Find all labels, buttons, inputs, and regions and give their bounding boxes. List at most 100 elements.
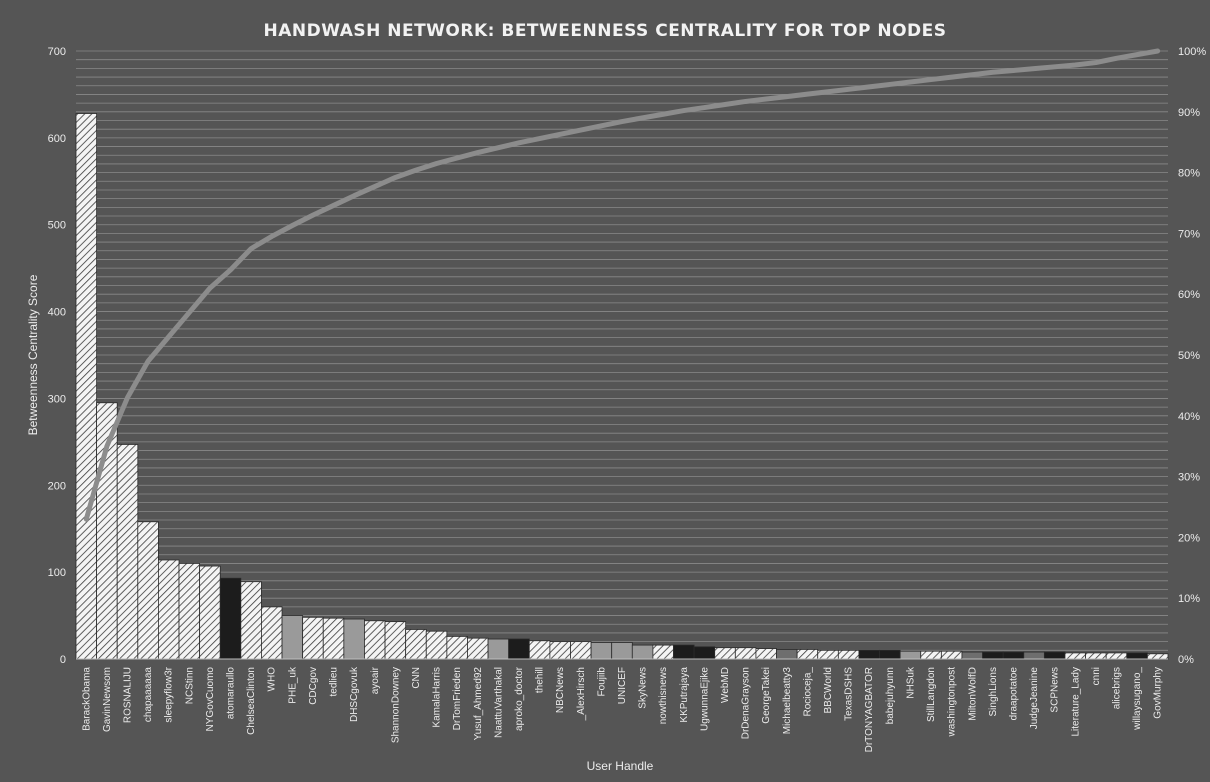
x-tick-label: Rocioceja_	[802, 667, 813, 717]
bar-Rocioceja_	[796, 649, 819, 660]
bar-CDCgov	[302, 616, 324, 660]
x-tick-label: NaattuVarthakal	[493, 667, 504, 738]
x-tick-label: DrTONYAGBATOR	[864, 667, 875, 752]
x-tick-label: WHO	[267, 667, 278, 692]
bar-Michaelbeatty3	[776, 649, 798, 660]
y2-tick-label: 10%	[1178, 593, 1200, 605]
x-tick-label: ROSNALIJU	[123, 667, 134, 723]
bar-thehill	[528, 640, 551, 660]
x-tick-labels: BarackObama GavinNewsom ROSNALIJU chapaaaaa…	[81, 666, 1163, 752]
bar-DHSCgovuk	[343, 618, 365, 660]
x-tick-label: nowthisnews	[658, 667, 669, 724]
y2-tick-label: 70%	[1178, 228, 1200, 240]
bar-BarackObama	[75, 113, 98, 660]
bar-Literature_Lady	[1064, 652, 1086, 660]
x-tick-label: willaysugano_	[1132, 667, 1143, 731]
y2-tick-label: 20%	[1178, 532, 1200, 544]
x-tick-label: UgwunnaEjike	[699, 667, 710, 731]
y2-tick-label: 90%	[1178, 107, 1200, 119]
x-tick-label: NCStinn	[184, 667, 195, 704]
bar-ROSNALIJU	[116, 444, 139, 660]
bar-tedlieu	[322, 617, 345, 660]
x-tick-label: ShannonDowney	[390, 667, 401, 743]
x-tick-label: ChelseaClinton	[246, 667, 257, 735]
x-tick-label: _AlexHirsch	[576, 667, 587, 721]
x-tick-label: washingtonpost	[947, 667, 958, 738]
bar-KamalaHarris	[425, 630, 448, 660]
bar-chapaaaaaa	[137, 521, 159, 660]
x-tick-label: alicebrigs	[1111, 667, 1122, 709]
x-tick-label: draapotatoe	[1008, 667, 1019, 721]
x-tick-label: DrDenaGrayson	[741, 667, 752, 739]
x-tick-label: CDCgov	[308, 667, 319, 705]
bar-WebMD	[714, 647, 736, 660]
bar-UNICEF	[611, 642, 633, 660]
x-tick-label: KamalaHarris	[432, 667, 443, 728]
x-tick-label: KKPutrajaya	[679, 667, 690, 723]
bar-GeorgeTakei	[755, 648, 777, 660]
bar-TexasDSHS	[837, 649, 860, 660]
bars	[75, 113, 1169, 660]
bar-ShannonDowney	[384, 621, 407, 660]
x-tick-label: BBCWorld	[823, 667, 834, 714]
bar-sleepyflow3r	[158, 559, 180, 660]
x-tick-label: SinghLions	[988, 667, 999, 716]
bar-alicebrigs	[1105, 652, 1128, 660]
bar-NYGovCuomo	[199, 565, 221, 660]
bar-Yusuf_Ahmed92	[467, 637, 489, 660]
bar-StillLangdon	[920, 650, 942, 660]
bar-DrTomFrieden	[446, 636, 468, 660]
y-tick-label: 0	[60, 654, 66, 666]
y2-tick-label: 50%	[1178, 350, 1200, 362]
x-axis-label: User Handle	[587, 759, 654, 773]
x-tick-label: SCPNews	[1050, 667, 1061, 713]
bar-NHSuk	[899, 650, 922, 660]
x-tick-label: PHE_uk	[287, 666, 298, 704]
x-tick-label: atomaraullo	[226, 667, 237, 720]
y2-tick-label: 80%	[1178, 168, 1200, 180]
x-tick-label: thehill	[535, 667, 546, 693]
x-tick-label: ayoair	[370, 666, 381, 694]
x-tick-label: TexasDSHS	[844, 667, 855, 721]
y2-tick-label: 100%	[1178, 46, 1206, 58]
x-tick-label: MiltonWolfD	[967, 667, 978, 721]
bar-SinghLions	[982, 651, 1004, 660]
x-tick-label: BarackObama	[81, 667, 92, 731]
x-tick-label: tedlieu	[329, 667, 340, 696]
x-tick-label: WebMD	[720, 667, 731, 703]
bar-CNN	[405, 629, 427, 660]
bar-_AlexHirsch	[570, 641, 592, 660]
bar-WHO	[261, 606, 283, 660]
bar-DrDenaGrayson	[734, 647, 757, 660]
bar-ayoair	[364, 620, 386, 660]
x-tick-label: JudgeJeanine	[1029, 667, 1040, 730]
bar-nowthisnews	[652, 644, 674, 660]
x-tick-label: aproko_doctor	[514, 666, 525, 731]
x-tick-label: GovMurphy	[1153, 667, 1164, 719]
y-tick-label: 300	[48, 393, 66, 405]
x-tick-label: babejuhyunn	[885, 667, 896, 724]
y-tick-label: 500	[48, 220, 66, 232]
y-tick-label: 700	[48, 46, 66, 58]
x-tick-label: Yusuf_Ahmed92	[473, 667, 484, 741]
bar-BBCWorld	[817, 649, 839, 660]
bar-SCPNews	[1043, 651, 1066, 660]
bar-SkyNews	[631, 644, 654, 660]
x-tick-label: DrTomFrieden	[452, 667, 463, 730]
y2-tick-label: 0%	[1178, 654, 1194, 666]
bar-willaysugano_	[1126, 652, 1148, 660]
y-tick-label: 200	[48, 480, 66, 492]
bar-PHE_uk	[281, 615, 304, 660]
bar-babejuhyunn	[879, 649, 901, 660]
x-tick-label: NHSuk	[905, 666, 916, 699]
cumulative-percent-line	[83, 48, 1161, 522]
bar-JudgeJeanine	[1023, 651, 1045, 660]
bar-MiltonWolfD	[961, 651, 983, 660]
x-tick-label: UNICEF	[617, 667, 628, 704]
y2-tick-label: 40%	[1178, 411, 1200, 423]
bar-NaattuVarthakal	[487, 638, 510, 660]
bar-washingtonpost	[940, 650, 963, 660]
x-tick-label: cnni	[1091, 667, 1102, 685]
